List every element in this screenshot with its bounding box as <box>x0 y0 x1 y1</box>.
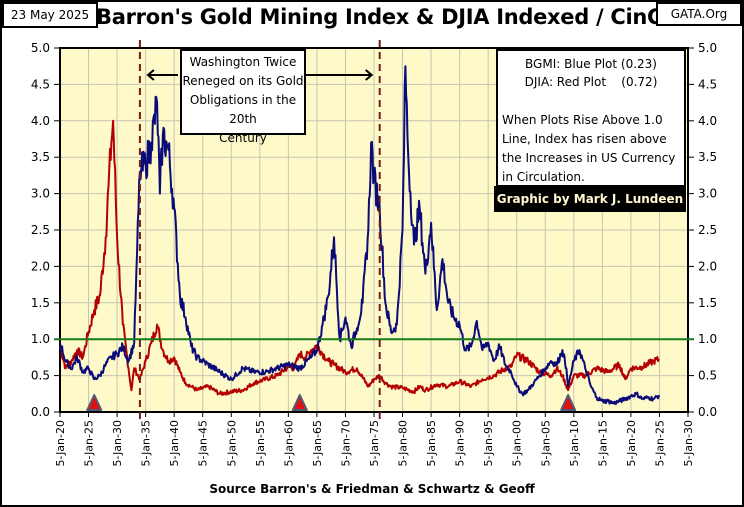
x-tick-label: 5-Jan-75 <box>368 420 381 467</box>
y-tick-label-left: 3.5 <box>31 150 50 164</box>
chart-title: Barron's Gold Mining Index & DJIA Indexe… <box>96 5 663 29</box>
y-tick-label-right: 4.5 <box>698 77 717 91</box>
y-tick-label-left: 1.0 <box>31 332 50 346</box>
x-tick-label: 5-Jan-25 <box>653 420 666 467</box>
y-tick-label-right: 3.5 <box>698 150 717 164</box>
x-tick-label: 5-Jan-95 <box>482 420 495 467</box>
y-tick-label-right: 3.0 <box>698 187 717 201</box>
x-tick-label: 5-Jan-15 <box>596 420 609 467</box>
washington-annotation: Washington Twice Reneged on its Gold Obl… <box>180 49 306 145</box>
x-tick-label: 5-Jan-45 <box>197 420 210 467</box>
x-tick-label: 5-Jan-10 <box>568 420 581 467</box>
x-tick-label: 5-Jan-80 <box>397 420 410 467</box>
x-tick-label: 5-Jan-90 <box>454 420 467 467</box>
credit-banner: Graphic by Mark J. Lundeen <box>494 186 686 212</box>
x-tick-label: 5-Jan-40 <box>168 420 181 467</box>
y-tick-label-left: 2.5 <box>31 223 50 237</box>
note-line: in Circulation. <box>502 170 585 184</box>
x-tick-label: 5-Jan-65 <box>311 420 324 467</box>
x-tick-label: 5-Jan-60 <box>282 420 295 467</box>
note-line: the Increases in US Currency <box>502 151 676 165</box>
annotation-line: Obligations in the 20th <box>189 93 297 126</box>
annotation-line: Reneged on its Gold <box>182 74 304 88</box>
x-axis-ticks: 5-Jan-20 5-Jan-25 5-Jan-30 5-Jan-35 5-Jan-40… <box>54 412 695 467</box>
x-tick-label: 5-Jan-50 <box>225 420 238 467</box>
series-line-djia <box>59 119 660 396</box>
y-tick-label-right: 0.5 <box>698 369 717 383</box>
y-tick-label-right: 5.0 <box>698 41 717 55</box>
site-label: GATA.Org <box>656 2 742 26</box>
x-tick-label: 5-Jan-20 <box>625 420 638 467</box>
y-tick-label-right: 2.5 <box>698 223 717 237</box>
y-tick-label-right: 0.0 <box>698 405 717 419</box>
triangle-marker <box>86 394 103 411</box>
y-tick-label-right: 4.0 <box>698 114 717 128</box>
y-axis-ticks: 0.0 0.0 0.5 0.5 1.0 1.0 1.5 1.5 2.0 2.0 2.5 2.5 3.0 3… <box>31 41 717 419</box>
triangle-marker <box>291 394 308 411</box>
x-tick-label: 5-Jan-30 <box>111 420 124 467</box>
y-tick-label-right: 1.0 <box>698 332 717 346</box>
note-line: When Plots Rise Above 1.0 <box>502 113 663 127</box>
x-tick-label: 5-Jan-25 <box>83 420 96 467</box>
x-tick-label: 5-Jan-70 <box>339 420 352 467</box>
triangle-marker <box>560 394 577 411</box>
legend-box: BGMI: Blue Plot (0.23) DJIA: Red Plot (0… <box>496 49 686 187</box>
series-line-bgmi <box>59 65 661 406</box>
annotation-line: Washington Twice <box>189 55 297 69</box>
x-tick-label: 5-Jan-55 <box>254 420 267 467</box>
y-tick-label-left: 0.0 <box>31 405 50 419</box>
note-line: Line, Index has risen above <box>502 132 667 146</box>
annotation-line: Century <box>219 131 267 145</box>
legend-bgmi: BGMI: Blue Plot (0.23) <box>525 57 657 71</box>
x-tick-label: 5-Jan-85 <box>425 420 438 467</box>
y-tick-label-left: 0.5 <box>31 369 50 383</box>
y-tick-label-left: 4.5 <box>31 77 50 91</box>
x-tick-label: 5-Jan-00 <box>511 420 524 467</box>
x-tick-label: 5-Jan-35 <box>140 420 153 467</box>
y-tick-label-left: 5.0 <box>31 41 50 55</box>
y-tick-label-left: 3.0 <box>31 187 50 201</box>
x-tick-label: 5-Jan-05 <box>539 420 552 467</box>
arrow-right-head <box>365 69 374 81</box>
x-tick-label: 5-Jan-20 <box>54 420 67 467</box>
date-label: 23 May 2025 <box>2 2 98 28</box>
y-tick-label-left: 2.0 <box>31 259 50 273</box>
x-tick-label: 5-Jan-30 <box>682 420 695 467</box>
y-tick-label-left: 4.0 <box>31 114 50 128</box>
legend-djia: DJIA: Red Plot (0.72) <box>524 75 658 89</box>
series <box>59 65 661 406</box>
markers <box>54 40 694 422</box>
y-tick-label-left: 1.5 <box>31 296 50 310</box>
legend-note: When Plots Rise Above 1.0 Line, Index ha… <box>502 111 684 187</box>
arrow-left-head <box>146 69 155 81</box>
x-axis-label: Source Barron's & Friedman & Schwartz & … <box>209 482 535 496</box>
y-tick-label-right: 2.0 <box>698 259 717 273</box>
y-tick-label-right: 1.5 <box>698 296 717 310</box>
